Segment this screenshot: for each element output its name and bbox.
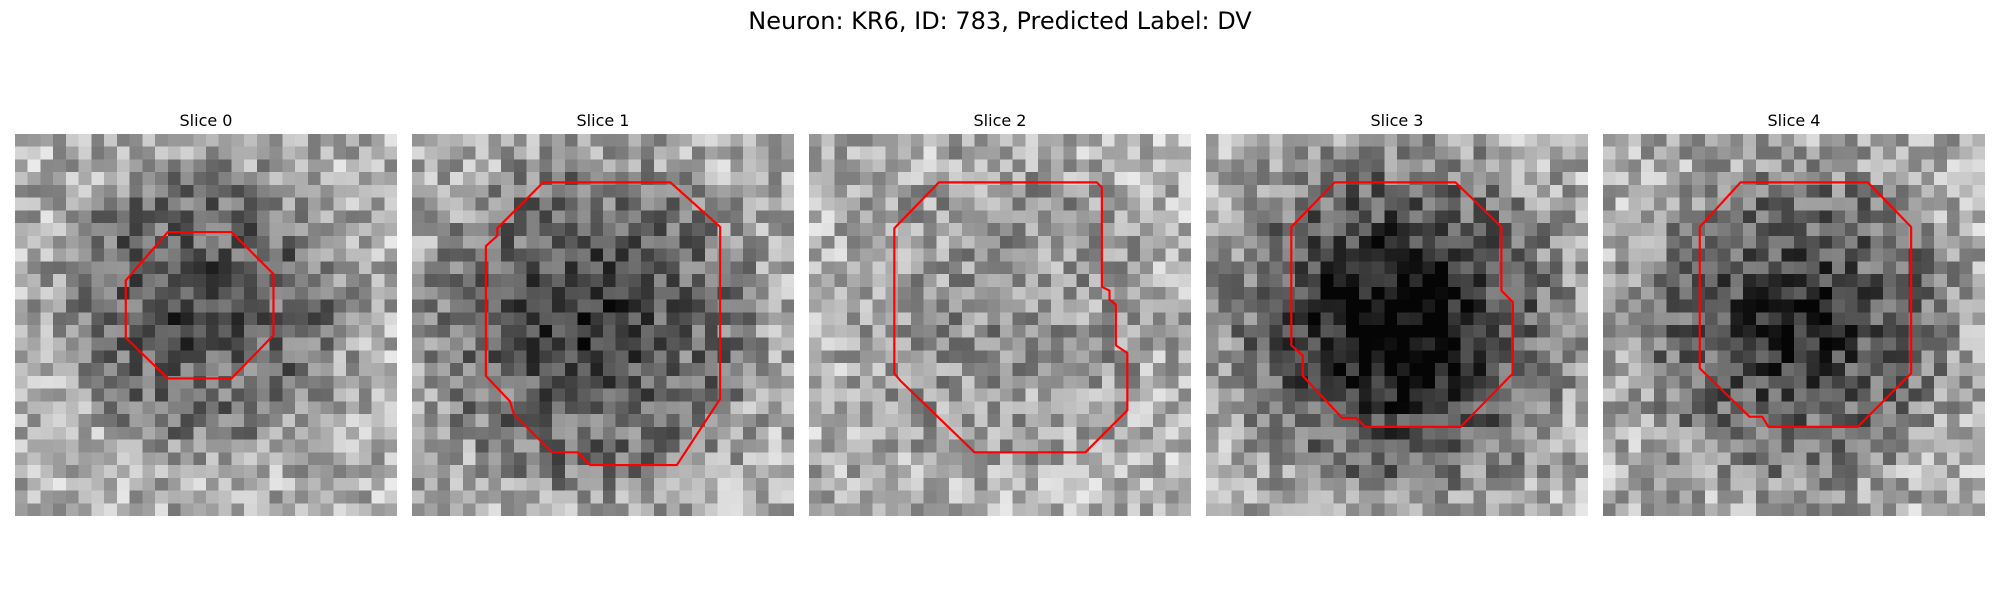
slice-panel-0: Slice 0	[15, 110, 397, 516]
contour-outline	[124, 230, 275, 380]
pixel-grid	[1206, 134, 1588, 516]
slice-panel-3: Slice 3	[1206, 110, 1588, 516]
pixel-grid	[412, 134, 794, 516]
contour-outline	[1290, 181, 1514, 428]
slice-title: Slice 0	[179, 111, 233, 130]
slice-title: Slice 2	[973, 111, 1027, 130]
slice-title: Slice 4	[1767, 111, 1821, 130]
contour-outline	[1698, 181, 1913, 428]
figure-title: Neuron: KR6, ID: 783, Predicted Label: D…	[748, 7, 1252, 35]
slice-title: Slice 1	[576, 111, 630, 130]
pixel-grid	[1603, 134, 1985, 516]
pixel-grid	[809, 134, 1191, 516]
pixel-grid	[15, 134, 397, 516]
slice-panel-1: Slice 1	[412, 110, 794, 516]
slice-image	[1603, 134, 1985, 516]
slice-panel-2: Slice 2	[809, 110, 1191, 516]
slice-image	[15, 134, 397, 516]
contour-outline	[484, 181, 722, 467]
slice-image	[809, 134, 1191, 516]
contour-outline	[893, 181, 1129, 454]
slice-image	[1206, 134, 1588, 516]
slice-title: Slice 3	[1370, 111, 1424, 130]
slice-panel-4: Slice 4	[1603, 110, 1985, 516]
slice-image	[412, 134, 794, 516]
